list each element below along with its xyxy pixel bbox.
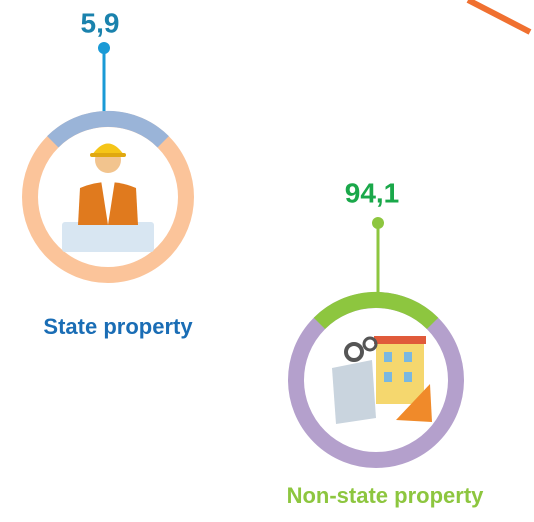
- value-label: 94,1: [345, 177, 400, 208]
- category-label: State property: [43, 314, 193, 339]
- ring-segment: [313, 292, 439, 330]
- category-label: Non-state property: [287, 483, 485, 508]
- building-icon: [332, 336, 432, 424]
- worker-icon: [62, 143, 154, 252]
- state-property-group: 5,9 State property: [22, 7, 194, 339]
- decoration-stroke: [466, 0, 532, 35]
- ring-segment: [47, 110, 169, 148]
- non-state-property-group: 94,1 Non-state property: [287, 177, 485, 507]
- value-label: 5,9: [81, 7, 120, 38]
